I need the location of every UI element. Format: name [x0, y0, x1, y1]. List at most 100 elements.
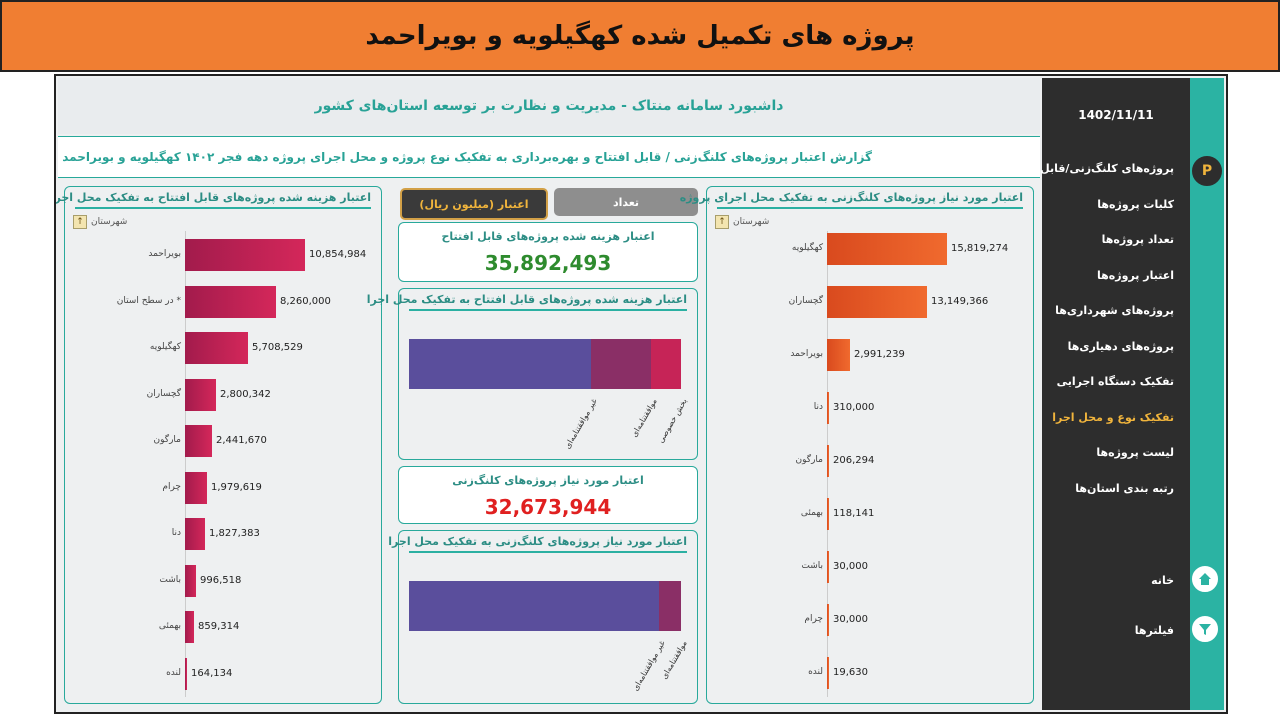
projects-icon[interactable]: P — [1190, 154, 1224, 188]
left-chart-axis — [185, 231, 186, 697]
spent-stack-panel: اعتبار هزینه شده پروژه‌های قابل افتتاح ب… — [367, 288, 698, 460]
bar[interactable] — [827, 233, 947, 265]
page-banner: پروژه های تکمیل شده کهگیلویه و بویراحمد — [0, 0, 1280, 72]
bar[interactable] — [185, 425, 212, 457]
count-toggle-button[interactable]: تعداد — [554, 188, 698, 216]
right-chart-panel: اعتبار مورد نیاز پروژه‌های کلنگ‌زنی به ت… — [680, 186, 1034, 704]
bar-value-label: 118,141 — [833, 508, 875, 519]
sidebar-item[interactable]: تعداد پروژه‌ها — [1101, 233, 1174, 246]
bar-value-label: 310,000 — [833, 402, 875, 413]
sidebar-item[interactable]: تفکیک نوع و محل اجرا — [1052, 410, 1174, 424]
drill-up-icon[interactable]: ↑ — [73, 215, 87, 229]
bar-value-label: 30,000 — [833, 614, 868, 625]
required-stack-title: اعتبار مورد نیاز پروژه‌های کلنگ‌زنی به ت… — [388, 535, 687, 553]
bar-value-label: 19,630 — [833, 667, 868, 678]
bar-value-label: 2,991,239 — [854, 349, 905, 360]
required-total-title: اعتبار مورد نیاز پروژه‌های کلنگ‌زنی — [452, 474, 644, 487]
bar-value-label: 996,518 — [200, 574, 242, 586]
bar[interactable] — [827, 604, 829, 636]
sidebar-item[interactable]: پروژه‌های دهیاری‌ها — [1067, 339, 1174, 353]
bar[interactable] — [827, 286, 927, 318]
banner-title: پروژه های تکمیل شده کهگیلویه و بویراحمد — [365, 21, 915, 51]
dashboard-header: داشبورد سامانه منتاک - مدیریت و نظارت بر… — [58, 78, 1040, 134]
city-label: شهرستان — [91, 217, 128, 227]
bar[interactable] — [827, 339, 850, 371]
spent-stack-bar — [409, 339, 681, 389]
bar-value-label: 13,149,366 — [931, 296, 989, 307]
stack-segment-label: غیر موافقتنامه‌ای — [563, 397, 600, 451]
bar-category-label: بویراحمد — [790, 349, 823, 359]
stack-segment[interactable] — [651, 339, 681, 389]
bar-category-label: بویراحمد — [148, 249, 181, 259]
left-chart-panel: اعتبار هزینه شده پروژه‌های قابل افتتاح ب… — [56, 186, 382, 704]
sidebar-item-filters[interactable]: فیلترها — [1134, 624, 1174, 637]
left-chart-title: اعتبار هزینه شده پروژه‌های قابل افتتاح ب… — [56, 191, 371, 209]
filter-icon[interactable] — [1190, 614, 1220, 644]
report-date: 1402/11/11 — [1078, 108, 1154, 122]
stack-segment-label: غیر موافقتنامه‌ای — [631, 639, 668, 693]
spent-stack-title: اعتبار هزینه شده پروژه‌های قابل افتتاح ب… — [367, 293, 687, 311]
bar-value-label: 2,441,670 — [216, 435, 267, 446]
stack-segment[interactable] — [409, 339, 592, 389]
bar[interactable] — [185, 285, 276, 318]
bar-category-label: لنده — [808, 667, 823, 677]
bar-value-label: 15,819,274 — [951, 243, 1009, 254]
sidebar-item[interactable]: تفکیک دستگاه اجرایی — [1056, 375, 1174, 388]
main-area: داشبورد سامانه منتاک - مدیریت و نظارت بر… — [56, 76, 1040, 712]
bar-value-label: 5,708,529 — [252, 342, 303, 353]
sidebar-item[interactable]: اعتبار پروژه‌ها — [1097, 268, 1174, 282]
bar-category-label: بهمئی — [800, 508, 823, 518]
bar-value-label: 1,827,383 — [209, 528, 260, 539]
bar[interactable] — [185, 518, 205, 550]
bar-value-label: 8,260,000 — [280, 295, 331, 307]
drill-up-icon[interactable]: ↑ — [715, 215, 729, 229]
bar[interactable] — [185, 332, 248, 364]
bar-category-label: کهگیلویه — [149, 342, 181, 352]
bar[interactable] — [827, 445, 829, 477]
sidebar-item[interactable]: لیست پروژه‌ها — [1096, 446, 1174, 459]
credit-toggle-button[interactable]: اعتبار (میلیون ریال) — [400, 188, 548, 220]
bar-category-label: بهمئی — [158, 621, 181, 631]
bar-category-label: مارگون — [153, 435, 181, 445]
home-icon[interactable] — [1190, 564, 1220, 594]
bar[interactable] — [827, 498, 829, 530]
city-label: شهرستان — [733, 217, 770, 227]
sidebar-item-home[interactable]: خانه — [1151, 574, 1174, 587]
sidebar-item[interactable]: کلیات پروژه‌ها — [1097, 197, 1174, 211]
spent-total-value: 35,892,493 — [484, 251, 612, 275]
bar[interactable] — [827, 657, 829, 689]
bar-category-label: چرام — [804, 614, 823, 624]
bar[interactable] — [185, 378, 216, 411]
bar-category-label: لنده — [166, 667, 181, 678]
bar[interactable] — [185, 611, 194, 643]
stack-segment[interactable] — [659, 581, 681, 631]
stack-segment[interactable] — [591, 339, 652, 389]
bar-category-label: چرام — [162, 481, 181, 492]
required-stack-bar — [409, 581, 681, 631]
right-chart-title: اعتبار مورد نیاز پروژه‌های کلنگ‌زنی به ت… — [680, 191, 1023, 209]
sidebar-item[interactable]: پروژه‌های شهرداری‌ها — [1055, 304, 1174, 317]
bar[interactable] — [185, 239, 305, 271]
bar[interactable] — [185, 564, 196, 597]
bar-value-label: 859,314 — [198, 621, 240, 632]
bar-category-label: مارگون — [795, 455, 823, 465]
sidebar-item[interactable]: پروژه‌های کلنگ‌زنی/قابل افتتاح — [1004, 162, 1174, 175]
required-stack-panel: اعتبار مورد نیاز پروژه‌های کلنگ‌زنی به ت… — [388, 530, 698, 704]
bar-category-label: دنا — [813, 402, 823, 412]
bar-category-label: گچساران — [788, 296, 823, 306]
bar-category-label: باشت — [801, 561, 823, 571]
sidebar-item[interactable]: رتبه بندی استان‌ها — [1075, 481, 1174, 495]
report-title: گزارش اعتبار پروژه‌های کلنگ‌زنی / قابل ا… — [62, 150, 872, 164]
bar[interactable] — [827, 392, 829, 424]
stack-segment[interactable] — [409, 581, 660, 631]
bar[interactable] — [827, 551, 829, 583]
bar-value-label: 206,294 — [833, 455, 875, 466]
bar-value-label: 164,134 — [191, 667, 233, 679]
sidebar: 1402/11/11 پروژه‌های کلنگ‌زنی/قابل افتتا… — [1004, 78, 1190, 710]
bar-category-label: کهگیلویه — [791, 243, 823, 253]
bar[interactable] — [185, 657, 187, 690]
bar-category-label: گچساران — [146, 388, 181, 399]
bar[interactable] — [185, 471, 207, 504]
dashboard-frame: داشبورد سامانه منتاک - مدیریت و نظارت بر… — [54, 74, 1228, 714]
report-strip: گزارش اعتبار پروژه‌های کلنگ‌زنی / قابل ا… — [58, 136, 1040, 178]
